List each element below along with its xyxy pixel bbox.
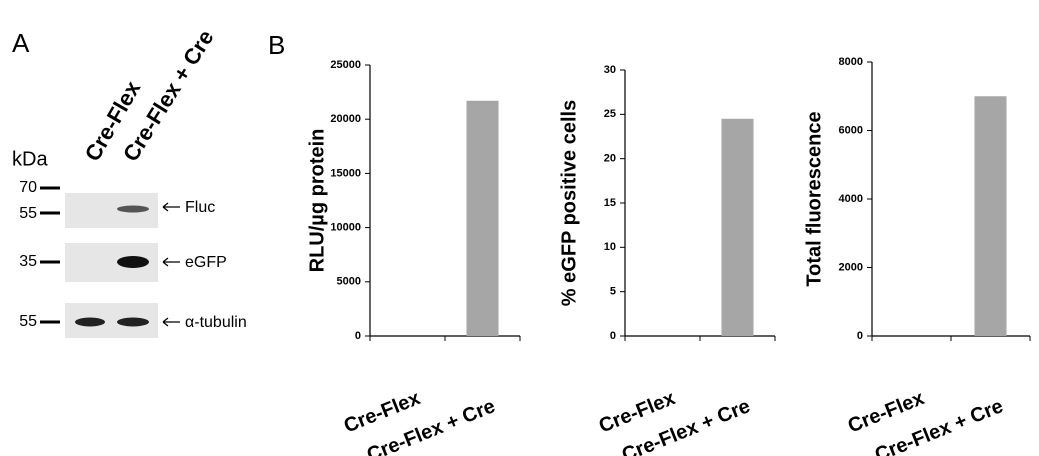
panel-label: B [268,30,285,60]
marker-label: 55 [19,313,37,330]
y-tick-label: 25 [604,108,616,120]
bar [975,96,1007,336]
y-tick-label: 8000 [839,56,863,68]
marker-label: 35 [19,253,37,270]
y-tick-label: 20000 [330,113,361,125]
y-tick-label: 15000 [330,167,361,179]
y-tick-label: 20 [604,153,616,165]
bar [722,119,754,336]
y-axis-title: Total fluorescence [803,111,825,286]
panel-label: A [12,28,30,58]
y-tick-label: 5 [610,286,616,298]
y-tick-label: 2000 [839,261,863,273]
band [75,318,105,327]
y-tick-label: 0 [355,330,361,342]
y-axis-title: % eGFP positive cells [558,100,580,306]
y-tick-label: 0 [857,330,863,342]
y-tick-label: 0 [610,330,616,342]
figure: A B kDa Cre-Flex Cre-Flex + Cre 70 55 35… [0,0,1039,456]
marker-label: 55 [19,205,37,222]
y-axis-title: RLU/µg protein [306,129,328,273]
y-tick-label: 30 [604,64,616,76]
y-tick-label: 10000 [330,222,361,234]
band-label: α-tubulin [185,314,247,331]
y-tick-label: 5000 [337,276,361,288]
band-label: eGFP [185,254,227,271]
band [117,256,149,268]
bar [467,101,499,336]
y-tick-label: 10 [604,241,616,253]
band [117,318,149,327]
y-tick-label: 15 [604,197,616,209]
y-tick-label: 6000 [839,124,863,136]
band-label: Fluc [185,199,215,216]
marker-label: 70 [19,179,37,196]
y-tick-label: 25000 [330,59,361,71]
unit-label: kDa [12,148,48,170]
blot [40,188,180,338]
band [117,206,149,213]
y-tick-label: 4000 [839,193,863,205]
